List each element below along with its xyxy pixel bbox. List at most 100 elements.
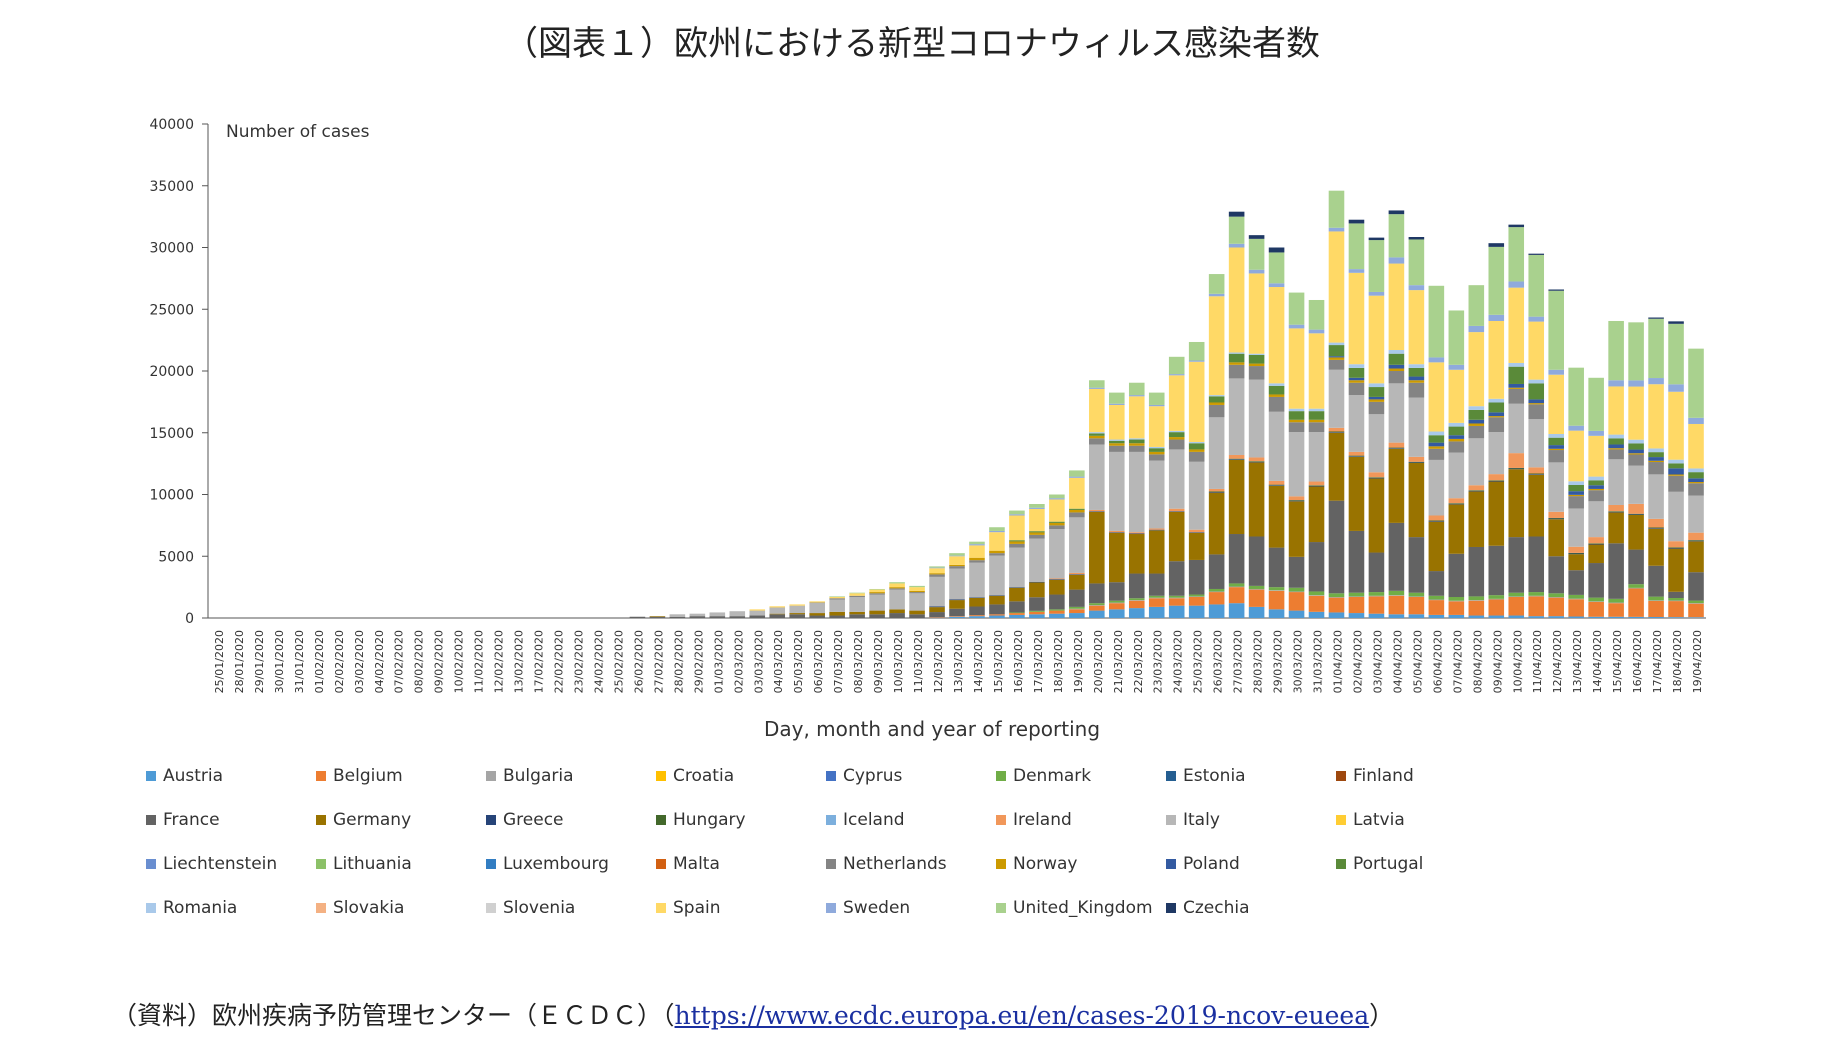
- bar-segment: [749, 615, 766, 618]
- bar-segment: [929, 574, 945, 577]
- bar-segment: [1688, 468, 1704, 473]
- bar-segment: [1628, 514, 1644, 515]
- x-tick-label: 30/03/2020: [1292, 630, 1305, 693]
- x-tick-label: 26/02/2020: [632, 630, 645, 693]
- x-tick-label: 24/03/2020: [1172, 630, 1185, 693]
- bar-segment: [1029, 508, 1045, 532]
- bar-segment: [769, 607, 786, 614]
- bar-segment: [729, 616, 746, 618]
- legend-label: Portugal: [1353, 854, 1424, 874]
- bar-segment: [1488, 480, 1505, 481]
- bar-segment: [1548, 448, 1564, 451]
- bar-segment: [1368, 240, 1385, 292]
- bar-segment: [1408, 614, 1425, 618]
- bar-segment: [1168, 439, 1185, 450]
- legend-swatch: [996, 815, 1006, 825]
- bar-segment: [1049, 498, 1065, 500]
- bar-segment: [1508, 287, 1525, 363]
- bar-segment: [1288, 500, 1305, 502]
- bar-segment: [1668, 468, 1684, 475]
- bar-segment: [1288, 411, 1305, 420]
- bar-segment: [1448, 426, 1465, 436]
- bar-segment: [709, 616, 726, 618]
- bar-segment: [1648, 448, 1664, 453]
- legend-item: Spain: [656, 898, 826, 918]
- bar-segment: [969, 597, 985, 607]
- bar-segment: [1528, 399, 1545, 404]
- bar-segment: [1648, 462, 1664, 475]
- bar-segment: [1109, 602, 1125, 604]
- bar-segment: [1308, 591, 1325, 596]
- bar-segment: [889, 613, 905, 618]
- legend-item: Liechtenstein: [146, 854, 316, 874]
- bar-segment: [1109, 392, 1125, 404]
- bar-segment: [1069, 517, 1085, 573]
- source-link[interactable]: https://www.ecdc.europa.eu/en/cases-2019…: [674, 1001, 1370, 1030]
- legend-item: Cyprus: [826, 766, 996, 786]
- bar-segment: [1468, 425, 1485, 439]
- bar-segment: [1628, 587, 1644, 589]
- bar-segment: [669, 616, 686, 618]
- bar-segment: [1508, 362, 1525, 367]
- bar-segment: [1368, 478, 1385, 553]
- legend-swatch: [656, 903, 666, 913]
- bar-segment: [1588, 543, 1604, 544]
- bar-segment: [1009, 587, 1025, 602]
- bar-segment: [1468, 332, 1485, 407]
- bar-segment: [1288, 556, 1305, 588]
- bar-segment: [1688, 483, 1704, 496]
- legend-item: Finland: [1336, 766, 1506, 786]
- bar-segment: [1508, 387, 1525, 389]
- bar-segment: [1069, 470, 1085, 477]
- bar-segment: [629, 616, 646, 618]
- bar-segment: [889, 587, 905, 589]
- bar-segment: [1069, 606, 1085, 609]
- legend-swatch: [316, 903, 326, 913]
- bar-segment: [1328, 427, 1345, 432]
- bar-segment: [1548, 445, 1564, 449]
- bar-segment: [1608, 380, 1624, 387]
- bar-segment: [969, 606, 985, 616]
- bar-segment: [1228, 362, 1245, 365]
- bar-segment: [1049, 578, 1065, 580]
- bar-segment: [1308, 486, 1325, 543]
- legend-item: Portugal: [1336, 854, 1506, 874]
- x-tick-label: 06/03/2020: [812, 630, 825, 693]
- bar-segment: [1328, 356, 1345, 358]
- bar-segment: [1208, 293, 1225, 297]
- x-tick-label: 20/03/2020: [1092, 630, 1105, 693]
- bar-segment: [1308, 595, 1325, 596]
- bar-segment: [1568, 546, 1584, 553]
- bar-segment: [1328, 500, 1345, 594]
- x-tick-label: 15/03/2020: [992, 630, 1005, 693]
- bar-segment: [1168, 430, 1185, 433]
- bar-segment: [1588, 544, 1604, 564]
- bar-segment: [1568, 508, 1584, 547]
- bar-segment: [1069, 608, 1085, 610]
- x-tick-label: 21/03/2020: [1112, 630, 1125, 693]
- x-tick-label: 23/02/2020: [573, 630, 586, 693]
- x-tick-label: 13/04/2020: [1571, 630, 1584, 693]
- bar-segment: [1228, 454, 1245, 459]
- legend-item: Estonia: [1166, 766, 1336, 786]
- bar-segment: [1328, 227, 1345, 232]
- x-tick-label: 22/02/2020: [553, 630, 566, 693]
- x-tick-label: 17/02/2020: [533, 630, 546, 693]
- bar-segment: [1308, 542, 1325, 592]
- x-tick-label: 08/02/2020: [413, 630, 426, 693]
- bar-segment: [1368, 295, 1385, 384]
- bar-segment: [1468, 615, 1485, 618]
- bar-segment: [1688, 495, 1704, 533]
- bar-segment: [1049, 613, 1065, 618]
- bar-segment: [1468, 490, 1485, 491]
- bar-segment: [1388, 263, 1405, 351]
- x-tick-label: 25/01/2020: [213, 630, 226, 693]
- bar-segment: [1248, 585, 1265, 589]
- bar-segment: [809, 601, 825, 603]
- bar-segment: [1528, 596, 1545, 617]
- bar-segment: [1548, 289, 1564, 291]
- bar-segment: [1089, 509, 1105, 512]
- bar-segment: [1628, 515, 1644, 550]
- bar-segment: [1188, 443, 1205, 450]
- bar-segment: [1508, 537, 1525, 593]
